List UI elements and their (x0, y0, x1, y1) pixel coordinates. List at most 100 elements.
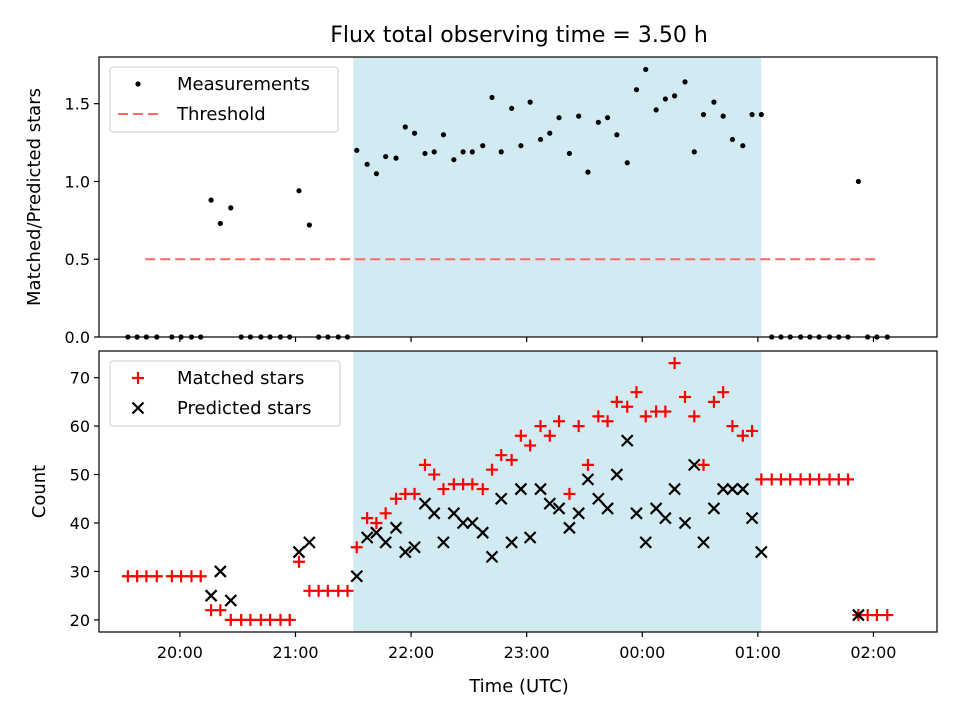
matched-point (679, 391, 692, 404)
matched-point (485, 463, 498, 476)
predicted-point (408, 540, 421, 554)
predicted-point (726, 482, 739, 496)
measurement-point (682, 79, 688, 85)
series-matched-stars (121, 357, 894, 626)
measurement-point (469, 149, 475, 155)
measurement-point (576, 113, 582, 119)
measurement-point (643, 66, 649, 73)
matched-point (428, 468, 441, 481)
measurement-point (451, 157, 457, 163)
matched-point (736, 429, 749, 442)
predicted-point (592, 492, 605, 506)
matched-point (746, 424, 759, 437)
matched-point (361, 512, 374, 525)
matched-point (543, 429, 556, 442)
measurement-point (480, 143, 486, 149)
matched-point (175, 570, 188, 583)
x-tick-label: 02:00 (850, 643, 896, 662)
measurement-point (296, 188, 302, 194)
predicted-point (755, 545, 768, 559)
matched-point (408, 487, 421, 500)
predicted-point (716, 482, 730, 496)
matched-point (514, 429, 527, 442)
measurement-point (672, 93, 678, 99)
measurement-point (364, 161, 370, 167)
matched-point (688, 410, 701, 423)
predicted-point (350, 570, 364, 583)
matched-point (592, 410, 605, 423)
chart-title: Flux total observing time = 3.50 h (330, 23, 708, 48)
measurement-point (460, 149, 466, 155)
measurement-point (208, 197, 214, 203)
predicted-point (697, 536, 710, 549)
measurement-point (662, 96, 668, 102)
measurement-point (700, 111, 707, 118)
matched-point (224, 613, 237, 626)
predicted-point (447, 507, 461, 520)
predicted-point (427, 507, 441, 520)
predicted-point (505, 536, 518, 549)
predicted-point (581, 473, 595, 486)
measurement-point (556, 115, 562, 121)
matched-point (726, 420, 739, 433)
predicted-point (659, 511, 672, 525)
matched-point (283, 613, 296, 626)
predicted-point (630, 507, 643, 520)
matched-point (505, 454, 518, 467)
matched-point (572, 420, 585, 433)
legend-label: Matched stars (177, 368, 304, 389)
matched-point (601, 415, 614, 428)
legend-box (109, 360, 341, 427)
legend-label: Predicted stars (177, 398, 311, 419)
measurement-point (373, 171, 380, 177)
predicted-point (639, 536, 653, 549)
y-tick-label: 1.0 (65, 172, 90, 191)
legend-key-matched (132, 372, 144, 384)
measurement-point (691, 149, 697, 155)
predicted-point (370, 526, 383, 539)
matched-point (630, 386, 643, 399)
measurement-point (393, 155, 399, 161)
y-axis-label: Matched/Predicted stars (24, 88, 45, 306)
predicted-point (476, 526, 490, 539)
measurement-point (217, 220, 223, 227)
series-predicted-stars (204, 434, 865, 622)
matched-point (581, 458, 594, 471)
predicted-point (466, 516, 479, 530)
measurement-point (585, 169, 591, 175)
measurement-point (633, 87, 640, 93)
measurement-point (411, 130, 418, 136)
predicted-point (563, 521, 576, 535)
measurement-point (489, 94, 495, 101)
y-tick-label: 70 (70, 369, 90, 388)
predicted-point (745, 511, 759, 525)
matched-point (379, 507, 392, 520)
predicted-point (610, 468, 624, 481)
y-tick-label: 1.5 (65, 95, 90, 114)
measurement-point (855, 178, 862, 185)
matched-point (495, 449, 508, 462)
matched-point (140, 570, 153, 583)
predicted-point (494, 492, 508, 506)
matched-point (194, 570, 207, 583)
y-tick-label: 60 (70, 417, 90, 436)
measurement-point (431, 149, 437, 155)
axes-frame (98, 350, 938, 633)
matched-point (244, 613, 257, 626)
predicted-point (418, 497, 432, 510)
predicted-point (668, 482, 681, 496)
predicted-point (852, 608, 865, 622)
matched-point (707, 395, 720, 408)
measurement-point (758, 111, 764, 118)
predicted-point (360, 531, 374, 544)
matched-point (534, 420, 547, 433)
measurement-point (383, 153, 389, 160)
legend-box (109, 66, 339, 133)
matched-point (390, 492, 403, 505)
predicted-point (707, 502, 721, 515)
matched-point (639, 410, 652, 423)
matched-point (621, 400, 634, 413)
y-tick-label: 0.0 (65, 328, 90, 347)
measurement-point (228, 205, 234, 211)
measurement-point (711, 99, 717, 105)
